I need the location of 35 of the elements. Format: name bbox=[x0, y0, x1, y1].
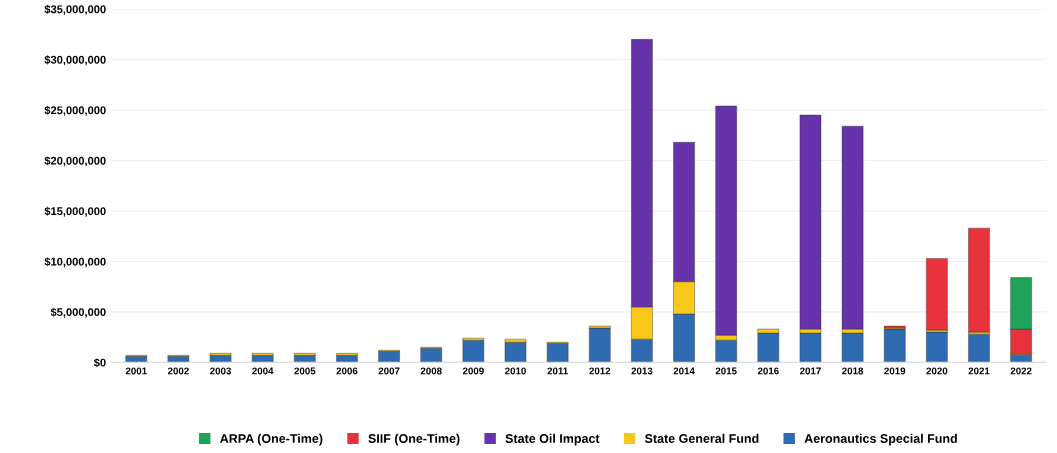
x-tick-label: 2021 bbox=[968, 367, 990, 375]
x-tick-label: 2005 bbox=[294, 367, 316, 375]
x-tick-label: 2002 bbox=[167, 367, 189, 375]
x-tick-label: 2015 bbox=[715, 367, 737, 375]
legend-label: SIIF (One-Time) bbox=[368, 433, 460, 446]
x-tick-label: 2003 bbox=[210, 367, 232, 375]
y-tick-label: $30,000,000 bbox=[44, 55, 106, 66]
y-tick-label: $5,000,000 bbox=[50, 307, 106, 318]
y-tick-label: $10,000,000 bbox=[44, 257, 106, 268]
legend-label: Aeronautics Special Fund bbox=[804, 433, 957, 446]
legend-label: ARPA (One-Time) bbox=[220, 433, 323, 446]
x-tick-label: 2011 bbox=[547, 367, 568, 375]
x-tick-label: 2012 bbox=[589, 367, 611, 375]
legend-label: State General Fund bbox=[644, 433, 759, 443]
x-tick-label: 2004 bbox=[252, 367, 274, 375]
y-tick-label: $25,000,000 bbox=[44, 105, 106, 116]
y-tick-label: $35,000,000 bbox=[44, 4, 106, 15]
x-tick-label: 2007 bbox=[378, 367, 400, 375]
x-tick-label: 2022 bbox=[1010, 367, 1032, 375]
x-tick-label: 2016 bbox=[757, 367, 779, 375]
x-tick-label: 2019 bbox=[884, 367, 906, 375]
x-tick-label: 2014 bbox=[673, 367, 695, 375]
x-tick-label: 2001 bbox=[125, 367, 147, 375]
y-tick-label: $15,000,000 bbox=[44, 206, 106, 217]
x-tick-label: 2010 bbox=[505, 367, 526, 375]
y-tick-label: $20,000,000 bbox=[44, 156, 106, 167]
x-tick-label: 2018 bbox=[842, 367, 864, 375]
x-tick-label: 2009 bbox=[462, 367, 484, 375]
x-tick-label: 2008 bbox=[420, 367, 442, 375]
x-tick-label: 2020 bbox=[926, 367, 948, 375]
x-tick-label: 2013 bbox=[631, 367, 653, 375]
x-tick-label: 2017 bbox=[799, 367, 821, 375]
legend-label: State Oil Impact bbox=[505, 433, 600, 446]
y-tick-label: $0 bbox=[93, 358, 106, 368]
x-tick-label: 2006 bbox=[336, 367, 358, 375]
